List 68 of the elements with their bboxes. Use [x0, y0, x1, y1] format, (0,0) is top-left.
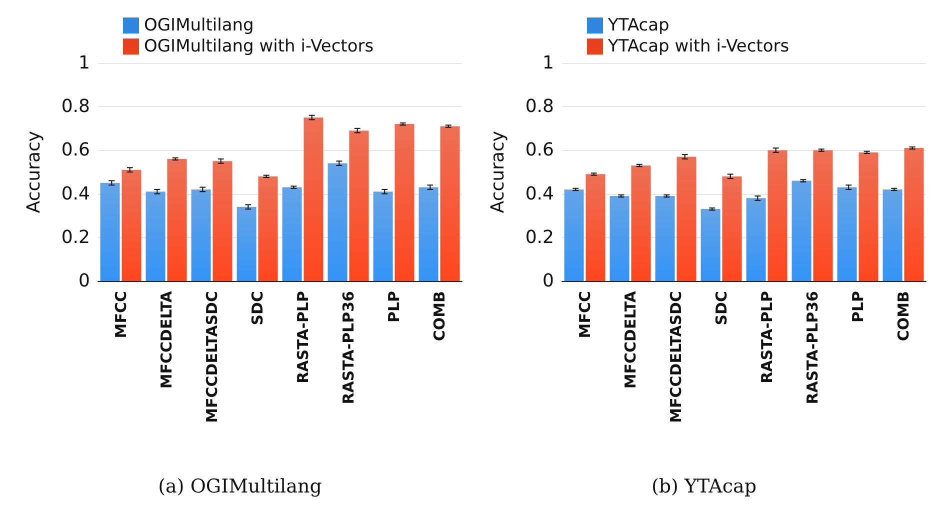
bar: [191, 189, 211, 281]
x-tick-label: PLP: [384, 290, 403, 323]
bar: [236, 206, 256, 281]
legend-label: OGIMultilang: [144, 16, 254, 36]
x-tick-label: MFCCDELTA: [621, 290, 640, 389]
bar: [282, 187, 302, 281]
text: (b) YTAcap: [651, 476, 757, 498]
x-tick-label: PLP: [848, 290, 867, 323]
x-tick-label: MFCCDELTA: [157, 290, 176, 389]
bar: [167, 158, 187, 281]
x-tick-label: RASTA-PLP: [294, 291, 312, 384]
bar: [700, 209, 720, 281]
bar: [837, 187, 857, 281]
bar: [328, 163, 348, 281]
y-axis-title: Accuracy: [24, 130, 44, 214]
bar: [100, 182, 120, 281]
bar: [882, 189, 902, 281]
text: (a) OGIMultilang: [158, 476, 322, 498]
y-tick-label: 1: [78, 52, 90, 74]
bar: [792, 180, 812, 281]
bar: [564, 189, 584, 281]
x-tick-label: SDC: [712, 291, 730, 326]
bar: [440, 126, 460, 281]
legend-label: YTAcap: [607, 16, 670, 36]
bar: [373, 192, 393, 281]
x-tick-label: RASTA-PLP36: [803, 291, 822, 404]
bar: [722, 176, 742, 281]
bar: [858, 152, 878, 281]
bar: [631, 165, 651, 281]
bar: [586, 174, 606, 281]
bar: [418, 187, 438, 281]
y-axis-title: Accuracy: [488, 130, 508, 214]
x-tick-label: COMB: [894, 291, 912, 342]
y-tick-label: 0.8: [61, 96, 90, 118]
bar: [746, 198, 766, 281]
x-tick-label: RASTA-PLP: [758, 291, 776, 384]
x-tick-label: RASTA-PLP36: [339, 291, 358, 404]
bar: [122, 170, 142, 281]
y-tick-label: 0.2: [61, 226, 90, 248]
bar: [304, 118, 324, 281]
bar: [610, 196, 630, 281]
y-tick-label: 0.4: [525, 183, 554, 204]
legend-label: OGIMultilang with i-Vectors: [144, 36, 374, 56]
bar: [655, 196, 675, 281]
x-tick-label: SDC: [248, 291, 266, 326]
bar: [813, 150, 833, 281]
bar: [258, 176, 278, 281]
y-tick-label: 0.2: [525, 226, 554, 248]
x-tick-label: MFCC: [576, 291, 594, 338]
y-tick-label: 0.4: [61, 183, 90, 204]
bar: [676, 156, 696, 281]
y-tick-label: 0: [78, 270, 90, 292]
y-tick-label: 0.6: [61, 140, 90, 161]
x-tick-label: MFCCDELTASDC: [666, 291, 685, 423]
bar: [212, 161, 232, 281]
y-tick-label: 1: [542, 52, 554, 74]
y-tick-label: 0.8: [525, 96, 554, 118]
bar: [904, 148, 924, 281]
y-tick-label: 0.6: [525, 140, 554, 161]
x-tick-label: COMB: [430, 291, 448, 342]
x-tick-label: MFCC: [112, 291, 130, 338]
bar: [394, 124, 414, 281]
bar: [349, 130, 369, 281]
bar: [768, 150, 788, 281]
legend-label: YTAcap with i-Vectors: [607, 36, 790, 56]
y-tick-label: 0: [542, 270, 554, 292]
bar: [146, 192, 166, 281]
x-tick-label: MFCCDELTASDC: [202, 291, 221, 423]
